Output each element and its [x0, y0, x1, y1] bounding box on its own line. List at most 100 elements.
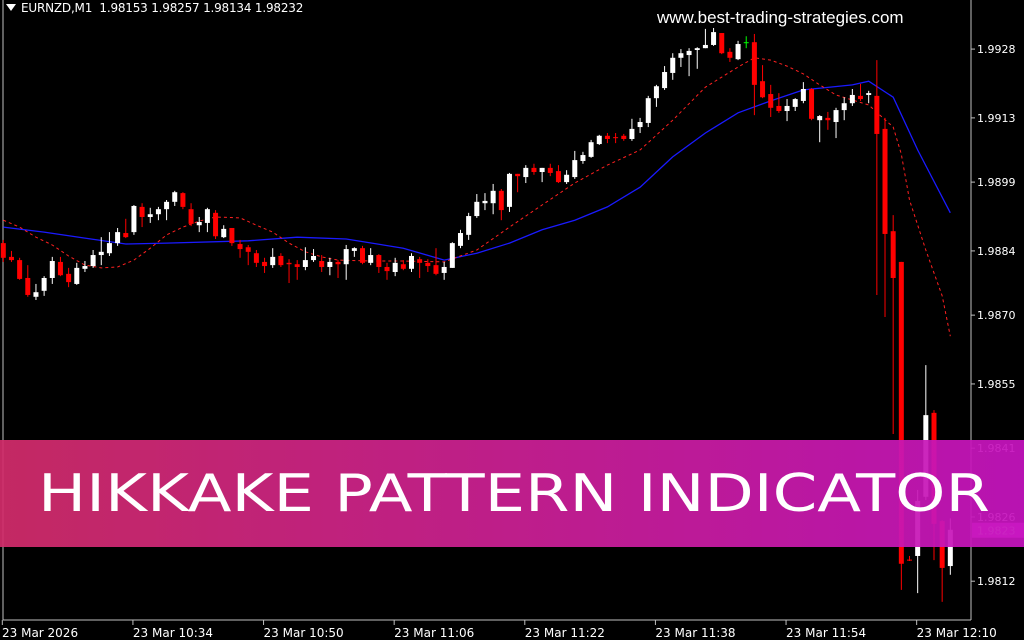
candle-body — [425, 262, 431, 267]
candle-body — [384, 266, 390, 272]
candle-body — [613, 137, 619, 139]
candle-body — [98, 251, 104, 256]
candle-body — [629, 128, 635, 139]
time-tick-label: 23 Mar 11:22 — [525, 626, 605, 640]
candle — [882, 117, 888, 317]
candle-body — [392, 262, 398, 273]
candle-body — [866, 93, 872, 95]
candle — [376, 254, 382, 273]
time-axis[interactable]: 23 Mar 2026 23 Mar 10:34 23 Mar 10:50 23 Ma… — [1, 620, 997, 640]
candle-body — [360, 248, 366, 263]
candle — [106, 232, 112, 256]
candle — [172, 190, 178, 206]
candle-body — [319, 261, 325, 267]
candle-body — [506, 173, 512, 207]
candle-body — [270, 256, 276, 266]
candle — [694, 47, 700, 69]
candle — [506, 172, 512, 212]
candle-body — [547, 167, 553, 173]
candle — [849, 88, 855, 106]
candle-body — [262, 261, 268, 267]
candle-body — [17, 260, 23, 279]
candle — [555, 165, 561, 184]
candle-body — [196, 222, 202, 226]
ohlc-readout: 1.98153 1.98257 1.98134 1.98232 — [99, 1, 304, 15]
candle-body — [221, 228, 227, 238]
candle — [711, 27, 717, 46]
candle-body — [686, 50, 692, 56]
candle-body — [245, 247, 251, 252]
candle-body — [907, 559, 913, 561]
candle-body — [727, 51, 733, 58]
candle-body — [800, 88, 806, 101]
price-tick-label: 1.9870 — [977, 309, 1016, 322]
candle-body — [490, 190, 496, 204]
candle — [155, 206, 161, 221]
candle — [629, 118, 635, 141]
title-banner: HIKKAKE PATTERN INDICATOR — [0, 440, 1024, 547]
candle-body — [539, 167, 545, 173]
candle — [400, 260, 406, 271]
candle-body — [817, 116, 823, 121]
candle-body — [760, 81, 766, 98]
candle-body — [8, 256, 14, 261]
candle — [253, 250, 259, 267]
candle — [792, 98, 798, 112]
candle — [760, 65, 766, 99]
candle-body — [498, 190, 504, 211]
candle-body — [66, 273, 72, 283]
candle-body — [947, 529, 953, 567]
candle — [351, 247, 357, 257]
moving-averages — [3, 57, 951, 337]
candle-body — [564, 174, 570, 183]
candle — [572, 150, 578, 179]
slow-moving-average-line — [3, 80, 951, 261]
candle — [588, 139, 594, 158]
candle — [890, 215, 896, 434]
candle — [41, 276, 47, 296]
candle-body — [327, 261, 333, 267]
candle — [294, 260, 300, 280]
candle — [719, 33, 725, 55]
candle-body — [711, 32, 717, 45]
candle-body — [849, 94, 855, 104]
candle-body — [213, 212, 219, 237]
candle — [449, 242, 455, 268]
chart-header: EURNZD,M1 1.98153 1.98257 1.98134 1.9823… — [6, 1, 303, 15]
candle — [474, 194, 480, 218]
candle — [547, 163, 553, 177]
candle-body — [25, 277, 31, 295]
candle-body — [474, 201, 480, 217]
candle — [564, 170, 570, 184]
price-tick-label: 1.9855 — [977, 378, 1016, 391]
candle-body — [515, 173, 521, 177]
candle-body — [621, 135, 627, 139]
candle-body — [253, 253, 259, 263]
candle — [727, 48, 733, 62]
candle-body — [335, 261, 341, 265]
candle — [433, 248, 439, 276]
candle — [425, 259, 431, 273]
symbol-label: EURNZD,M1 — [21, 1, 93, 15]
candle — [17, 257, 23, 280]
candle — [8, 250, 14, 262]
candle — [66, 267, 72, 288]
dropdown-triangle-icon[interactable] — [6, 4, 16, 11]
time-tick-label: 23 Mar 11:06 — [394, 626, 474, 640]
candle-body — [858, 95, 864, 100]
candle-body — [311, 255, 317, 261]
candle — [784, 99, 790, 122]
time-tick-label: 23 Mar 2026 — [2, 626, 78, 640]
price-tick-label: 1.9884 — [977, 245, 1016, 258]
candle — [188, 203, 194, 227]
candle-body — [784, 105, 790, 112]
candle-body — [694, 48, 700, 50]
candle-body — [874, 95, 880, 134]
candle — [662, 66, 668, 90]
candle-body — [351, 248, 357, 251]
time-tick-label: 23 Mar 10:34 — [133, 626, 213, 640]
candle — [523, 165, 529, 184]
candle-body — [41, 277, 47, 291]
candle-body — [106, 243, 112, 254]
